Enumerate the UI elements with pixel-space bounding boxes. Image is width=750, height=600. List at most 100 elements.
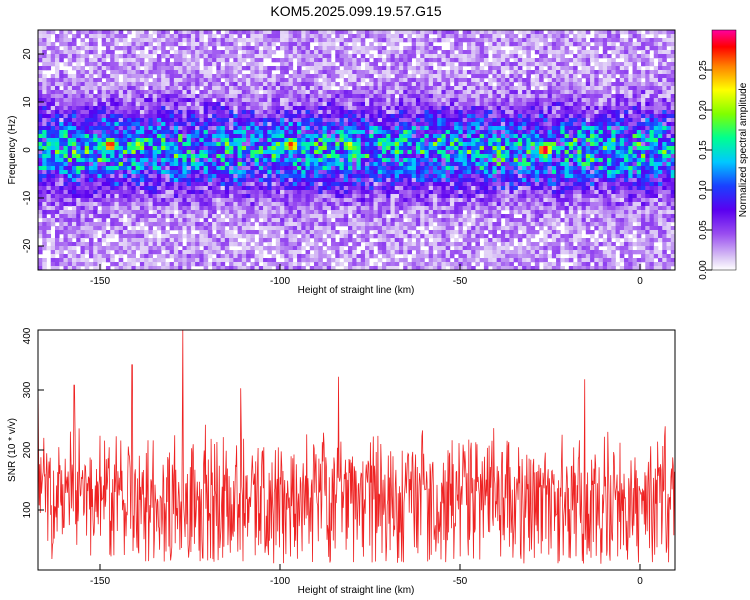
- heatmap-cell: [556, 150, 561, 155]
- heatmap-cell: [165, 78, 170, 83]
- heatmap-cell: [407, 154, 413, 159]
- heatmap-cell: [309, 114, 315, 119]
- heatmap-cell: [190, 142, 196, 147]
- heatmap-cell: [611, 74, 616, 79]
- heatmap-cell: [509, 54, 514, 59]
- heatmap-cell: [394, 146, 400, 151]
- heatmap-cell: [475, 46, 480, 51]
- heatmap-cell: [594, 106, 599, 111]
- heatmap-cell: [356, 38, 362, 43]
- heatmap-cell: [411, 30, 417, 35]
- heatmap-cell: [641, 38, 646, 43]
- heatmap-cell: [46, 66, 52, 71]
- heatmap-cell: [602, 62, 608, 67]
- heatmap-cell: [275, 126, 281, 131]
- heatmap-cell: [237, 110, 243, 115]
- heatmap-cell: [517, 42, 523, 47]
- heatmap-cell: [373, 58, 379, 63]
- heatmap-cell: [471, 122, 476, 127]
- heatmap-cell: [466, 34, 472, 39]
- heatmap-cell: [356, 110, 362, 115]
- heatmap-cell: [509, 34, 514, 39]
- heatmap-cell: [216, 122, 221, 127]
- heatmap-cell: [250, 142, 255, 147]
- heatmap-cell: [318, 130, 323, 135]
- heatmap-cell: [267, 114, 272, 119]
- heatmap-cell: [246, 134, 251, 139]
- heatmap-cell: [483, 114, 489, 119]
- heatmap-cell: [216, 118, 221, 123]
- heatmap-cell: [415, 58, 421, 63]
- heatmap-cell: [233, 138, 238, 143]
- heatmap-cell: [632, 50, 638, 55]
- heatmap-cell: [314, 54, 319, 59]
- heatmap-cell: [607, 118, 612, 123]
- heatmap-cell: [602, 130, 608, 135]
- heatmap-cell: [377, 130, 383, 135]
- heatmap-cell: [335, 34, 340, 39]
- heatmap-cell: [178, 78, 183, 83]
- heatmap-cell: [666, 158, 672, 163]
- heatmap-cell: [114, 58, 119, 63]
- heatmap-cell: [615, 98, 621, 103]
- heatmap-cell: [131, 114, 136, 119]
- heatmap-cell: [547, 118, 553, 123]
- heatmap-cell: [335, 94, 340, 99]
- heatmap-cell: [195, 130, 200, 135]
- heatmap-cell: [237, 86, 243, 91]
- heatmap-cell: [84, 50, 90, 55]
- heatmap-cell: [513, 86, 519, 91]
- heatmap-cell: [513, 126, 519, 131]
- heatmap-cell: [581, 70, 587, 75]
- heatmap-cell: [445, 102, 451, 107]
- heatmap-cell: [271, 30, 277, 35]
- heatmap-cell: [590, 142, 595, 147]
- heatmap-cell: [46, 82, 52, 87]
- heatmap-cell: [148, 58, 153, 63]
- heatmap-cell: [415, 102, 421, 107]
- heatmap-cell: [573, 66, 578, 71]
- heatmap-cell: [377, 34, 383, 39]
- heatmap-cell: [233, 110, 238, 115]
- heatmap-cell: [356, 166, 362, 171]
- heatmap-cell: [373, 158, 379, 163]
- heatmap-cell: [161, 134, 166, 139]
- heatmap-cell: [632, 158, 638, 163]
- heatmap-cell: [398, 58, 404, 63]
- heatmap-cell: [80, 58, 86, 63]
- heatmap-cell: [551, 154, 557, 159]
- heatmap-cell: [632, 142, 638, 147]
- heatmap-cell: [186, 150, 192, 155]
- heatmap-cell: [479, 30, 485, 35]
- heatmap-cell: [63, 102, 69, 107]
- heatmap-cell: [590, 94, 595, 99]
- heatmap-cell: [254, 118, 260, 123]
- heatmap-cell: [139, 110, 145, 115]
- heatmap-cell: [207, 138, 213, 143]
- heatmap-cell: [653, 162, 659, 167]
- heatmap-cell: [80, 170, 86, 175]
- heatmap-cell: [71, 106, 77, 111]
- heatmap-cell: [492, 66, 497, 71]
- heatmap-cell: [203, 162, 209, 167]
- heatmap-cell: [390, 82, 396, 87]
- heatmap-cell: [318, 158, 323, 163]
- heatmap-cell: [666, 102, 672, 107]
- heatmap-cell: [462, 50, 468, 55]
- heatmap-cell: [348, 150, 353, 155]
- heatmap-cell: [632, 138, 638, 143]
- heatmap-cell: [492, 146, 497, 151]
- heatmap-cell: [479, 34, 485, 39]
- heatmap-cell: [339, 130, 345, 135]
- heatmap-cell: [280, 138, 285, 143]
- heatmap-cell: [258, 66, 264, 71]
- heatmap-cell: [318, 98, 323, 103]
- heatmap-cell: [488, 82, 493, 87]
- heatmap-cell: [318, 126, 323, 131]
- heatmap-cell: [577, 126, 582, 131]
- heatmap-cell: [598, 42, 604, 47]
- heatmap-cell: [398, 90, 404, 95]
- heatmap-cell: [343, 86, 349, 91]
- heatmap-cell: [628, 126, 633, 131]
- heatmap-cell: [63, 78, 69, 83]
